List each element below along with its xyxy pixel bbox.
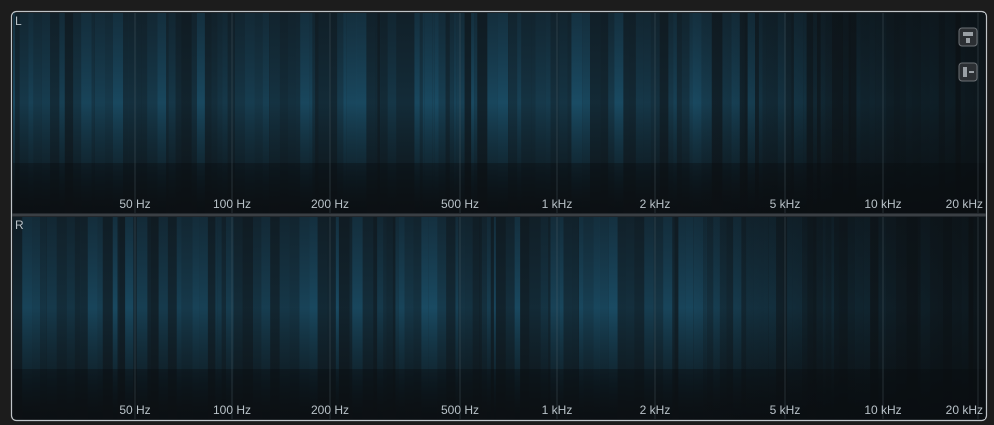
freq-label: 5 kHz <box>770 403 801 417</box>
freq-label: 1 kHz <box>542 197 573 211</box>
freq-label: 20 kHz <box>946 403 983 417</box>
freq-label: 2 kHz <box>640 197 671 211</box>
freq-label: 500 Hz <box>441 403 479 417</box>
freq-label: 100 Hz <box>213 403 251 417</box>
spectrum-fade <box>13 217 985 419</box>
freq-label: 100 Hz <box>213 197 251 211</box>
freq-label: 20 kHz <box>946 197 983 211</box>
freq-label: 1 kHz <box>542 403 573 417</box>
freq-label: 5 kHz <box>770 197 801 211</box>
bottom-shade <box>13 163 985 213</box>
freq-label: 10 kHz <box>864 403 901 417</box>
bottom-shade <box>13 369 985 419</box>
split-button[interactable] <box>958 62 978 82</box>
spectrum-fade <box>13 13 985 213</box>
icon <box>963 67 967 77</box>
freq-label: 50 Hz <box>119 197 150 211</box>
freq-label: 10 kHz <box>864 197 901 211</box>
freq-label: 2 kHz <box>640 403 671 417</box>
spectrum-panel: 50 Hz 100 Hz 200 Hz 500 Hz 1 kHz 2 kHz 5 kHz 10… <box>13 13 985 213</box>
icon <box>969 71 974 73</box>
channel-label: R <box>15 218 24 232</box>
freq-label: 200 Hz <box>311 403 349 417</box>
icon <box>966 38 970 43</box>
freq-label: 500 Hz <box>441 197 479 211</box>
freq-label: 200 Hz <box>311 197 349 211</box>
toolbar <box>958 27 978 82</box>
spectrum-panel: 50 Hz 100 Hz 200 Hz 500 Hz 1 kHz 2 kHz 5 kHz 10… <box>13 217 985 419</box>
channel-label: L <box>15 14 22 28</box>
icon <box>963 32 973 36</box>
freq-label: 50 Hz <box>119 403 150 417</box>
freeze-button[interactable] <box>958 27 978 47</box>
